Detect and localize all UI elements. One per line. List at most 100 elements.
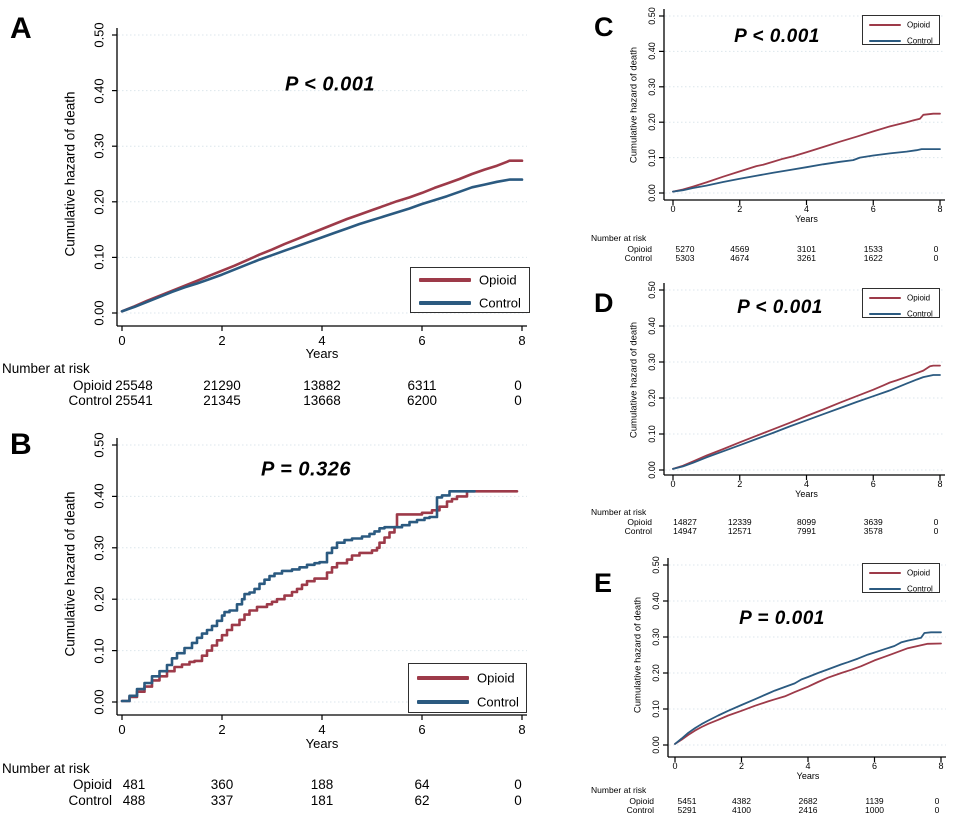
curve-control [672, 148, 941, 193]
p-value-label: P = 0.001 [739, 608, 825, 629]
number-at-risk-header: Number at risk [2, 361, 90, 376]
risk-row-value: 0 [933, 253, 939, 263]
curve-opioid [672, 112, 941, 193]
y-axis-label: Cumulative hazard of death [632, 596, 644, 714]
risk-row-value: 14827 [673, 517, 697, 527]
risk-row-value: 0 [514, 777, 522, 792]
legend-line-opioid [419, 278, 471, 282]
y-tick-label: 0.40 [91, 483, 107, 510]
panel-b: B 0.00 0.10 0.20 0.30 0.40 0.50 Cumulative haza… [0, 418, 548, 826]
legend-label-opioid: Opioid [477, 670, 515, 686]
curve-opioid [674, 642, 942, 745]
y-tick-label: 0.40 [91, 77, 107, 104]
risk-row-value: 4569 [730, 244, 750, 254]
legend-line-control [869, 587, 901, 591]
x-axis-label: Years [795, 489, 818, 499]
legend-line-opioid [869, 296, 901, 300]
risk-row-value: 7991 [797, 526, 816, 536]
legend-label-opioid: Opioid [907, 293, 931, 303]
y-tick-label: 0.20 [91, 189, 107, 215]
risk-row-value: 188 [310, 777, 334, 792]
risk-row-value: 4382 [732, 796, 751, 806]
risk-row-value: 5303 [675, 253, 695, 263]
x-axis-label: Years [305, 346, 339, 361]
y-tick-label: 0.10 [647, 148, 657, 167]
risk-row-value: 13668 [303, 393, 341, 408]
panel-letter: C [594, 12, 614, 42]
x-tick-label: 8 [937, 204, 943, 214]
panel-a: A 0.00 0.10 0.20 0.30 0.40 0.50 Cumulative haza… [0, 0, 548, 418]
y-tick-label: 0.20 [91, 586, 107, 612]
risk-row-value: 21345 [203, 393, 241, 408]
x-tick-label: 8 [518, 722, 526, 737]
x-tick-label: 2 [737, 479, 743, 489]
chart-canvas [663, 558, 946, 762]
risk-row-value: 21290 [203, 378, 241, 393]
x-tick-label: 4 [803, 204, 810, 214]
risk-row-value: 3639 [863, 517, 883, 527]
y-tick-label: 0.10 [91, 637, 107, 664]
legend-label-opioid: Opioid [479, 272, 517, 288]
y-tick-label: 0.40 [647, 42, 657, 61]
legend-box: Opioid Control [862, 15, 940, 46]
x-tick-label: 6 [870, 479, 876, 489]
risk-row-name: Control [68, 793, 112, 808]
y-tick-label: 0.40 [647, 317, 657, 335]
number-at-risk-header: Number at risk [591, 785, 647, 795]
risk-row-value: 0 [933, 517, 939, 527]
y-tick-label: 0.50 [651, 556, 661, 574]
panel-e: E 0.00 0.10 0.20 0.30 0.40 0.50 Cumulative haza… [588, 552, 959, 826]
y-tick-label: 0.50 [91, 22, 107, 48]
x-tick-label: 4 [803, 479, 810, 489]
legend-line-control [869, 39, 901, 43]
risk-row-name: Opioid [72, 777, 112, 792]
risk-row-name: Control [68, 393, 112, 408]
legend-box: Opioid Control [410, 267, 530, 313]
x-tick-label: 6 [418, 333, 426, 348]
risk-row-value: 4674 [730, 253, 750, 263]
x-tick-label: 2 [218, 333, 226, 348]
y-tick-label: 0.50 [647, 7, 657, 25]
panel-d: D 0.00 0.10 0.20 0.30 0.40 0.50 Cumulative haza… [588, 276, 959, 552]
risk-row-value: 488 [122, 793, 146, 808]
risk-row-value: 64 [414, 777, 430, 792]
y-tick-label: 0.10 [91, 244, 107, 271]
x-tick-label: 6 [418, 722, 426, 737]
p-value-label: P < 0.001 [734, 26, 820, 47]
risk-row-value: 6311 [407, 378, 437, 393]
x-tick-label: 4 [805, 761, 811, 771]
y-tick-label: 0.00 [647, 461, 657, 479]
risk-row-value: 2416 [798, 805, 818, 815]
y-tick-label: 0.00 [651, 736, 661, 754]
risk-row-value: 0 [934, 796, 940, 806]
legend-box: Opioid Control [862, 288, 940, 319]
x-tick-label: 4 [318, 333, 326, 348]
risk-row-value: 0 [514, 393, 522, 408]
x-axis-label: Years [795, 214, 818, 224]
x-axis-label: Years [796, 771, 820, 781]
y-tick-label: 0.40 [651, 592, 661, 610]
risk-row-value: 5451 [677, 796, 697, 806]
risk-row-value: 12339 [727, 517, 752, 527]
risk-row-value: 3578 [863, 526, 883, 536]
risk-row-name: Control [624, 253, 652, 263]
p-value-label: P < 0.001 [285, 73, 375, 96]
legend-label-control: Control [907, 584, 933, 594]
chart-canvas [112, 28, 527, 331]
curve-opioid [672, 364, 941, 470]
risk-row-value: 0 [514, 793, 522, 808]
legend-line-opioid [869, 23, 901, 27]
legend-box: Opioid Control [862, 563, 940, 594]
risk-row-value: 62 [414, 793, 430, 808]
risk-row-value: 1139 [865, 796, 884, 806]
risk-row-value: 3261 [797, 253, 816, 263]
legend-line-opioid [869, 571, 901, 575]
risk-row-name: Opioid [627, 244, 652, 254]
y-tick-label: 0.30 [647, 353, 657, 371]
risk-row-name: Opioid [627, 517, 652, 527]
risk-row-value: 1000 [865, 805, 884, 815]
legend-label-opioid: Opioid [907, 20, 931, 30]
legend-label-opioid: Opioid [907, 568, 931, 578]
x-axis-label: Years [305, 736, 339, 751]
